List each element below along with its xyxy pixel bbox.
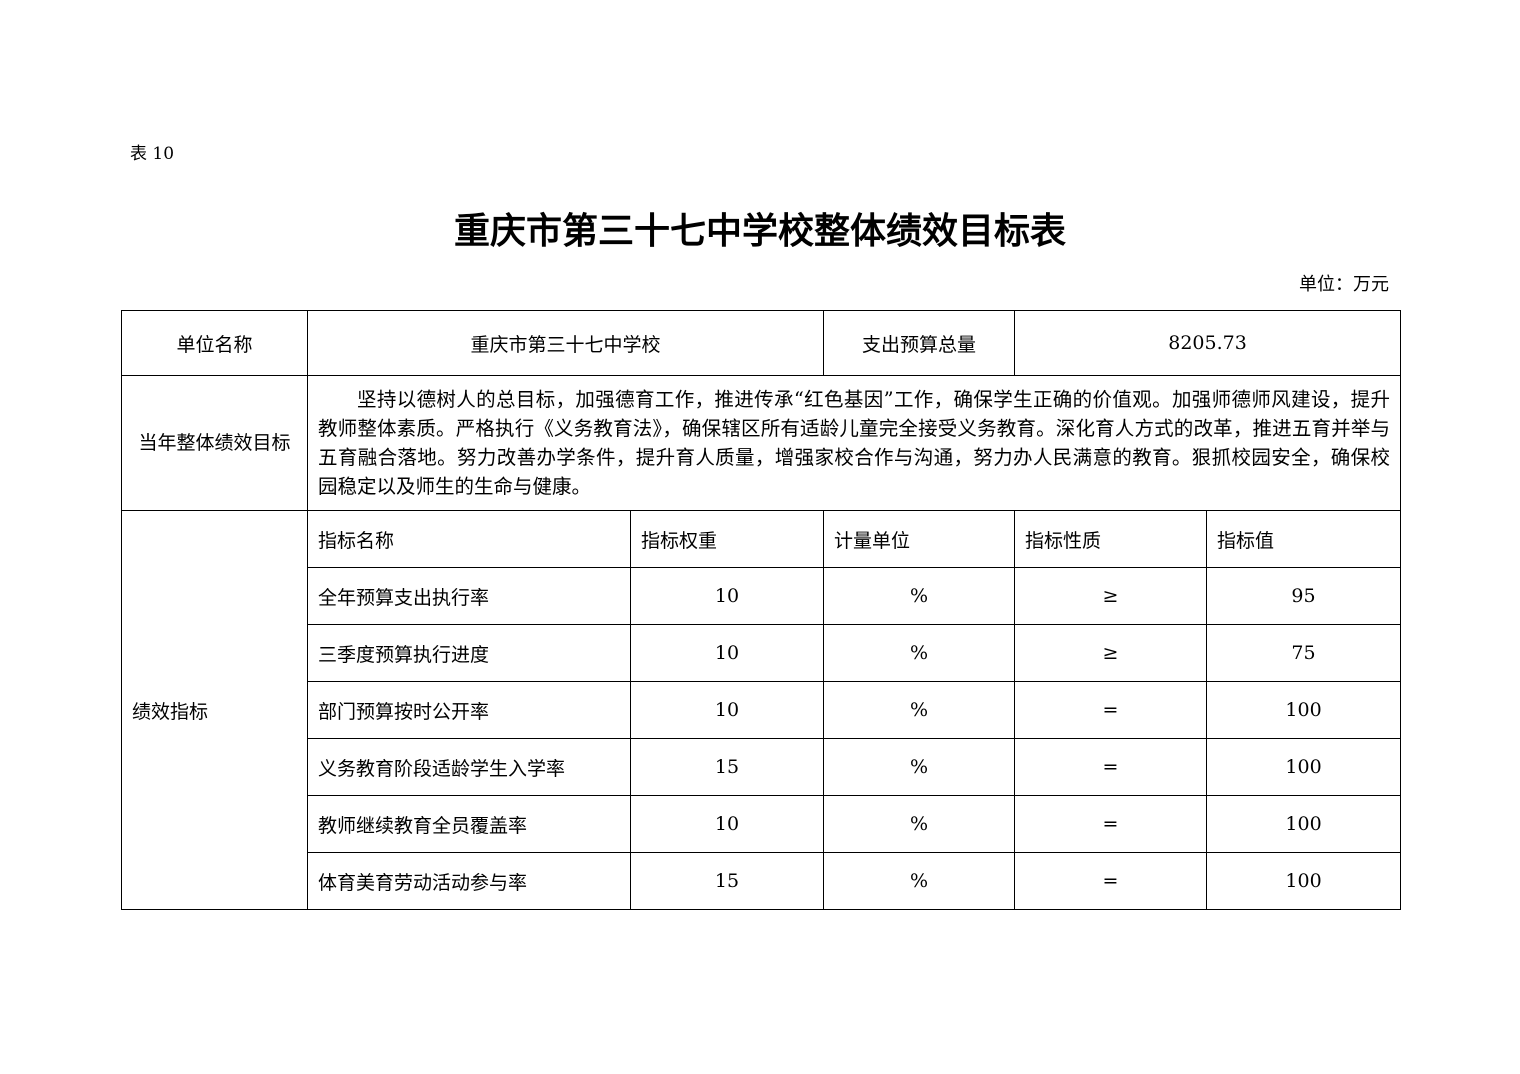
indicator-value: 100 [1206,852,1402,910]
indicator-unit: % [823,795,1016,853]
indicator-weight: 10 [629,624,825,682]
indicator-unit: % [823,624,1016,682]
unit-note: 单位：万元 [1299,274,1389,295]
indicator-name: 全年预算支出执行率 [307,567,631,625]
unit-name-label: 单位名称 [121,310,308,376]
indicator-nature: = [1014,852,1208,910]
indicator-value: 100 [1206,681,1402,739]
indicator-name: 部门预算按时公开率 [307,681,631,739]
goal-label: 当年整体绩效目标 [121,375,308,511]
indicators-label: 绩效指标 [121,510,308,910]
indicator-value: 75 [1206,624,1402,682]
performance-table: 单位名称 重庆市第三十七中学校 支出预算总量 8205.73 当年整体绩效目标 … [121,310,1402,910]
table-row: 体育美育劳动活动参与率 15% = 100 [122,852,1402,910]
indicator-nature: = [1014,681,1208,739]
indicator-weight: 10 [629,795,825,853]
indicator-weight: 10 [629,567,825,625]
indicator-value: 95 [1206,567,1402,625]
indicator-name: 体育美育劳动活动参与率 [307,852,631,910]
page-title: 重庆市第三十七中学校整体绩效目标表 [453,211,1066,252]
indicator-unit: % [823,681,1016,739]
indicator-value: 100 [1206,738,1402,796]
table-row: 教师继续教育全员覆盖率 10% = 100 [122,795,1402,853]
goal-text: 坚持以德树人的总目标，加强德育工作，推进传承“红色基因”工作，确保学生正确的价值… [306,375,1402,511]
indicator-name: 三季度预算执行进度 [307,624,631,682]
indicator-weight: 15 [629,738,825,796]
indicator-unit: % [823,567,1016,625]
indicator-unit: % [823,738,1016,796]
table-row: 三季度预算执行进度 10% ≥75 [122,624,1402,682]
indicator-nature: = [1014,738,1208,796]
indicator-nature: ≥ [1014,624,1208,682]
indicator-weight: 15 [629,852,825,910]
budget-label: 支出预算总量 [823,310,1016,376]
table-row: 部门预算按时公开率 10% = 100 [122,681,1402,739]
table-row: 全年预算支出执行率 10% ≥95 [122,567,1402,625]
header-cell: 指标性质 [1014,510,1208,568]
unit-name: 重庆市第三十七中学校 [306,310,825,376]
indicator-unit: % [823,852,1016,910]
header-cell: 指标值 [1206,510,1402,568]
header-cell: 指标权重 [629,510,825,568]
budget-total: 8205.73 [1014,310,1402,376]
indicator-nature: = [1014,795,1208,853]
table-row: 义务教育阶段适龄学生入学率 15% = 100 [122,738,1402,796]
indicator-value: 100 [1206,795,1402,853]
header-cell: 计量单位 [823,510,1016,568]
indicator-name: 义务教育阶段适龄学生入学率 [307,738,631,796]
table-number: 表 10 [130,144,175,164]
indicator-nature: ≥ [1014,567,1208,625]
indicator-weight: 10 [629,681,825,739]
indicator-name: 教师继续教育全员覆盖率 [307,795,631,853]
header-cell: 指标名称 [307,510,631,568]
